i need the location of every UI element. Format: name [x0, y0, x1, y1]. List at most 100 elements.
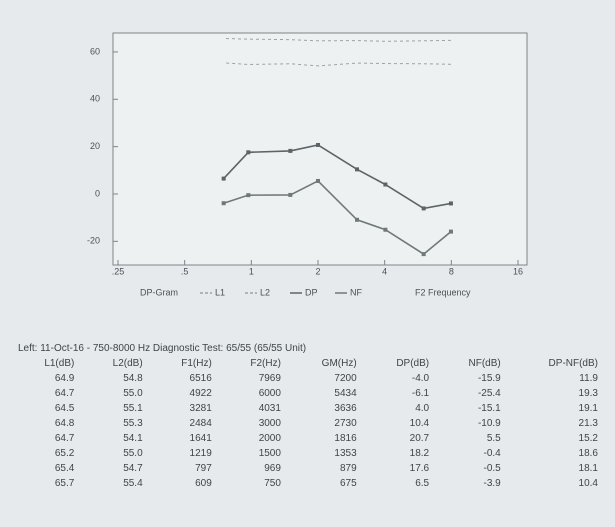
table-cell: 2730 — [334, 418, 357, 429]
data-point — [316, 178, 320, 183]
table-cell: 5434 — [334, 388, 357, 399]
table-cell: 6000 — [258, 388, 281, 399]
table-cell: 7200 — [334, 373, 357, 384]
table-cell: 10.4 — [578, 478, 598, 489]
table: L1(dB) L2(dB) F1(Hz) F2(Hz) GM(Hz) DP(dB) NF(d… — [14, 356, 606, 491]
table-cell: -0.5 — [483, 463, 501, 474]
table-cell: 1816 — [334, 433, 357, 444]
column-header: GM(Hz) — [321, 358, 357, 369]
table-cell: 3281 — [189, 403, 212, 414]
y-tick-label: 40 — [90, 94, 100, 104]
column-header: DP(dB) — [396, 358, 430, 369]
table-cell: 65.4 — [54, 463, 75, 474]
table-cell: 55.4 — [123, 478, 143, 489]
x-tick-label: .25 — [112, 266, 125, 276]
data-point — [383, 227, 388, 232]
results-table: Left: 11-Oct-16 - 750-8000 Hz Diagnostic… — [14, 343, 606, 491]
table-cell: 18.2 — [409, 448, 430, 459]
x-tick-label: 1 — [249, 266, 254, 276]
table-cell: 64.9 — [54, 373, 75, 384]
data-point — [288, 148, 293, 153]
column-header: F2(Hz) — [250, 358, 281, 369]
table-cell: 15.2 — [578, 433, 598, 444]
table-cell: 55.3 — [123, 418, 143, 429]
data-point — [316, 142, 320, 147]
table-cell: 7969 — [258, 373, 281, 384]
table-cell: 6.5 — [415, 478, 430, 489]
table-row: 64.5 55.1 3281 4031 3636 4.0 -15.1 19.1 — [14, 401, 606, 416]
table-row: 64.7 55.0 4922 6000 5434 -6.1 -25.4 19.3 — [14, 386, 606, 401]
table-cell: -0.4 — [483, 448, 501, 459]
table-cell: 65.7 — [54, 478, 75, 489]
x-axis-label: F2 Frequency — [415, 287, 471, 297]
table-cell: 3636 — [334, 403, 357, 414]
data-point — [354, 217, 359, 222]
table-cell: 4031 — [258, 403, 281, 414]
series-line — [223, 179, 452, 256]
legend-label: NF — [350, 287, 362, 297]
table-cell: 1219 — [189, 448, 212, 459]
table-cell: 54.1 — [123, 433, 143, 444]
x-tick-label: 8 — [449, 266, 454, 276]
data-point — [383, 182, 388, 187]
table-cell: 750 — [264, 478, 281, 489]
table-cell: 4922 — [189, 388, 212, 399]
table-cell: 20.7 — [409, 433, 430, 444]
table-cell: 1641 — [189, 433, 212, 444]
column-header: L2(dB) — [112, 358, 143, 369]
table-cell: 18.1 — [578, 463, 598, 474]
x-tick-label: 2 — [315, 266, 320, 276]
legend-label: L1 — [215, 287, 225, 297]
table-cell: 64.7 — [54, 388, 75, 399]
column-header: DP-NF(dB) — [548, 358, 598, 369]
table-row: 64.9 54.8 6516 7969 7200 -4.0 -15.9 11.9 — [14, 371, 606, 386]
table-caption: Left: 11-Oct-16 - 750-8000 Hz Diagnostic… — [18, 343, 307, 354]
table-cell: 64.7 — [54, 433, 75, 444]
table-cell: 18.6 — [578, 448, 598, 459]
data-point — [288, 192, 293, 197]
table-cell: 6516 — [189, 373, 212, 384]
y-tick-label: 60 — [90, 46, 100, 56]
table-cell: -4.0 — [411, 373, 430, 384]
chart: DP-Gram F2 Frequency -20 0 20 40 60 .25 .5 1 2 4 8… — [86, 32, 528, 298]
table-cell: 10.4 — [409, 418, 430, 429]
table-cell: 19.1 — [578, 403, 598, 414]
table-cell: 2000 — [258, 433, 281, 444]
table-cell: 64.5 — [54, 403, 75, 414]
table-cell: 21.3 — [578, 418, 598, 429]
legend-label: DP — [305, 287, 318, 297]
table-cell: 64.8 — [54, 418, 75, 429]
table-cell: 65.2 — [54, 448, 75, 459]
table-cell: -6.1 — [411, 388, 430, 399]
data-point — [448, 201, 453, 206]
table-cell: 1500 — [258, 448, 281, 459]
data-point — [421, 252, 426, 257]
table-row: 65.2 55.0 1219 1500 1353 18.2 -0.4 18.6 — [14, 446, 606, 461]
data-point — [221, 176, 226, 181]
table-cell: 54.7 — [123, 463, 143, 474]
plot-frame — [112, 32, 528, 266]
data-point — [421, 206, 426, 211]
table-cell: 55.1 — [123, 403, 143, 414]
table-cell: 17.6 — [409, 463, 430, 474]
y-tick-label: -20 — [87, 236, 100, 246]
table-cell: 11.9 — [579, 373, 598, 384]
table-cell: 4.0 — [415, 403, 430, 414]
x-tick-label: 4 — [382, 266, 387, 276]
data-point — [354, 167, 359, 172]
table-cell: 55.0 — [123, 448, 143, 459]
table-row: 65.4 54.7 797 969 879 17.6 -0.5 18.1 — [14, 461, 606, 476]
data-point — [448, 229, 453, 234]
table-cell: 1353 — [334, 448, 357, 459]
table-cell: 3000 — [258, 418, 281, 429]
table-row: 64.8 55.3 2484 3000 2730 10.4 -10.9 21.3 — [14, 416, 606, 431]
table-cell: 969 — [264, 463, 281, 474]
data-point — [246, 193, 251, 198]
column-header: NF(dB) — [468, 358, 501, 369]
header-row: L1(dB) L2(dB) F1(Hz) F2(Hz) GM(Hz) DP(dB) NF(d… — [14, 356, 606, 371]
table-row: 64.7 54.1 1641 2000 1816 20.7 5.5 15.2 — [14, 431, 606, 446]
legend-label: L2 — [260, 287, 270, 297]
table-cell: 5.5 — [486, 433, 501, 444]
column-header: F1(Hz) — [181, 358, 212, 369]
